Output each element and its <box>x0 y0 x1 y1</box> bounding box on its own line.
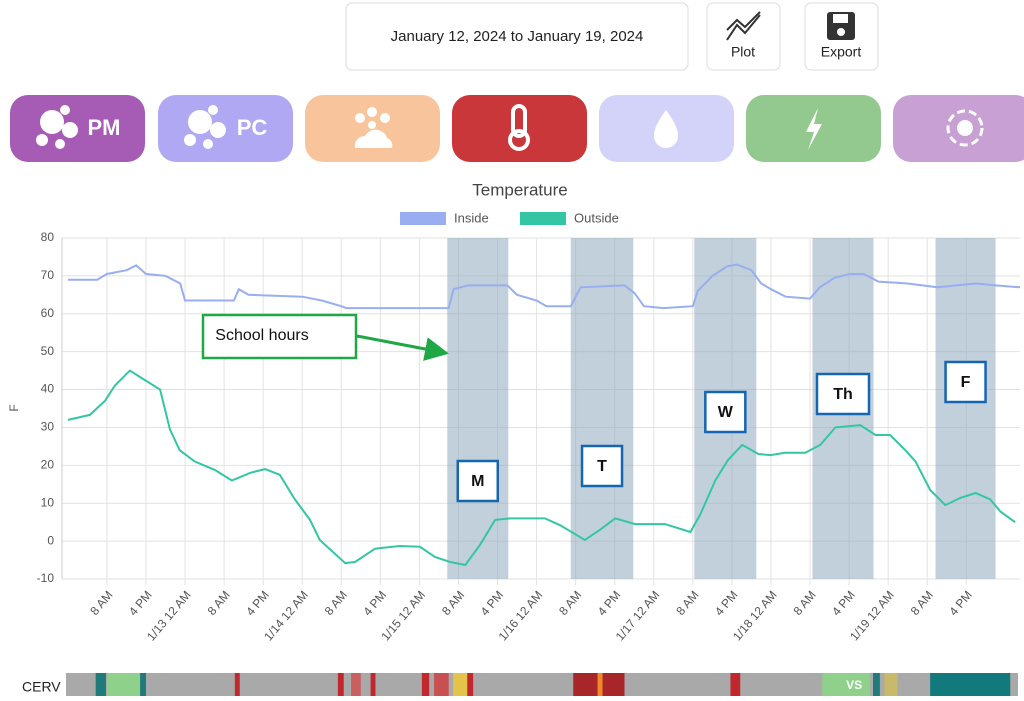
series-line <box>67 263 1021 310</box>
y-tick-label: 10 <box>41 495 55 509</box>
button-label: Plot <box>731 44 755 60</box>
x-tick-label: 8 AM <box>205 588 233 618</box>
legend-label: Outside <box>574 210 619 225</box>
sensor-power[interactable] <box>746 95 881 162</box>
x-tick-label: 4 PM <box>126 588 155 618</box>
school-band <box>570 238 634 579</box>
day-label: M <box>471 473 484 490</box>
y-axis-label: F <box>7 404 21 411</box>
day-label: F <box>961 374 971 391</box>
cerv-segment <box>730 673 741 696</box>
cerv-segment <box>453 673 468 696</box>
cerv-strip: CERV VS <box>22 673 1018 696</box>
legend-swatch <box>520 212 566 225</box>
sensor-humidity[interactable] <box>599 95 734 162</box>
annotation: School hours <box>201 313 449 361</box>
cerv-segment <box>467 673 474 696</box>
school-band <box>447 238 509 579</box>
cerv-base <box>66 673 1018 696</box>
sensor-label: PM <box>88 115 121 140</box>
cerv-segment <box>337 673 344 696</box>
sensor-temperature[interactable] <box>452 95 587 162</box>
x-tick-label: 8 AM <box>322 588 350 618</box>
y-tick-label: 80 <box>41 230 55 244</box>
x-tick-label: 4 PM <box>360 588 389 618</box>
legend-label: Inside <box>454 210 489 225</box>
x-tick-label: 8 AM <box>439 588 467 618</box>
x-tick-label: 4 PM <box>946 588 975 618</box>
cerv-segment <box>434 673 449 696</box>
cerv-segment <box>95 673 106 696</box>
export-button[interactable]: Export <box>804 2 879 71</box>
y-tick-label: 70 <box>41 268 55 282</box>
cerv-segment <box>234 673 240 696</box>
y-tick-label: 40 <box>41 382 55 396</box>
x-tick-label: 4 PM <box>595 588 624 618</box>
x-tick-label: 8 AM <box>908 588 936 618</box>
sensor-pm[interactable]: PM <box>10 95 145 162</box>
cerv-label: CERV <box>22 679 61 695</box>
annotation-arrow <box>356 334 449 361</box>
day-label-box <box>704 390 747 434</box>
cerv-segment <box>822 673 871 696</box>
x-tick-label: 4 PM <box>829 588 858 618</box>
cerv-segment <box>602 673 625 696</box>
y-tick-label: 50 <box>41 344 55 358</box>
y-tick-label: 20 <box>41 458 55 472</box>
day-label: Th <box>833 386 853 403</box>
school-band <box>935 238 996 579</box>
plot-button[interactable]: Plot <box>706 2 781 71</box>
cerv-marker: VS <box>846 678 862 692</box>
series-line <box>67 369 1016 567</box>
x-tick-label: 4 PM <box>243 588 272 618</box>
chart-title: Temperature <box>472 180 567 199</box>
cerv-segment <box>370 673 376 696</box>
x-tick-label: 8 AM <box>87 588 115 618</box>
y-tick-label: 0 <box>47 533 54 547</box>
x-tick-label: 8 AM <box>556 588 584 618</box>
cerv-segment <box>930 673 1011 696</box>
x-tick-label: 8 AM <box>673 588 701 618</box>
button-label: Export <box>821 44 862 60</box>
cerv-segment <box>873 673 880 696</box>
cerv-segment <box>106 673 141 696</box>
day-label-box <box>580 444 624 488</box>
annotation-box <box>201 313 358 360</box>
cerv-segment <box>884 673 898 696</box>
date-range: January 12, 2024 to January 19, 2024 <box>391 28 644 45</box>
y-tick-label: 60 <box>41 306 55 320</box>
cerv-segment <box>421 673 430 696</box>
day-label: T <box>597 458 607 475</box>
x-tick-label: 8 AM <box>790 588 818 618</box>
day-label: W <box>718 404 734 421</box>
annotation-text: School hours <box>215 327 308 344</box>
sensor-pc[interactable]: PC <box>158 95 293 162</box>
cerv-segment <box>351 673 361 696</box>
y-tick-label: 30 <box>41 420 55 434</box>
sensor-label: PC <box>237 115 268 140</box>
x-tick-label: 4 PM <box>478 588 507 618</box>
cerv-segment <box>573 673 598 696</box>
sensor-pollen[interactable] <box>305 95 440 162</box>
date-range-box[interactable]: January 12, 2024 to January 19, 2024 <box>345 2 689 71</box>
y-tick-label: -10 <box>37 571 55 585</box>
day-label-box <box>944 360 987 404</box>
sensor-fan[interactable] <box>893 95 1024 162</box>
x-tick-label: 4 PM <box>712 588 741 618</box>
day-label-box <box>815 372 871 416</box>
legend-swatch <box>400 212 446 225</box>
day-label-box <box>456 459 500 503</box>
cerv-segment <box>140 673 146 696</box>
cerv-segment <box>597 673 603 696</box>
